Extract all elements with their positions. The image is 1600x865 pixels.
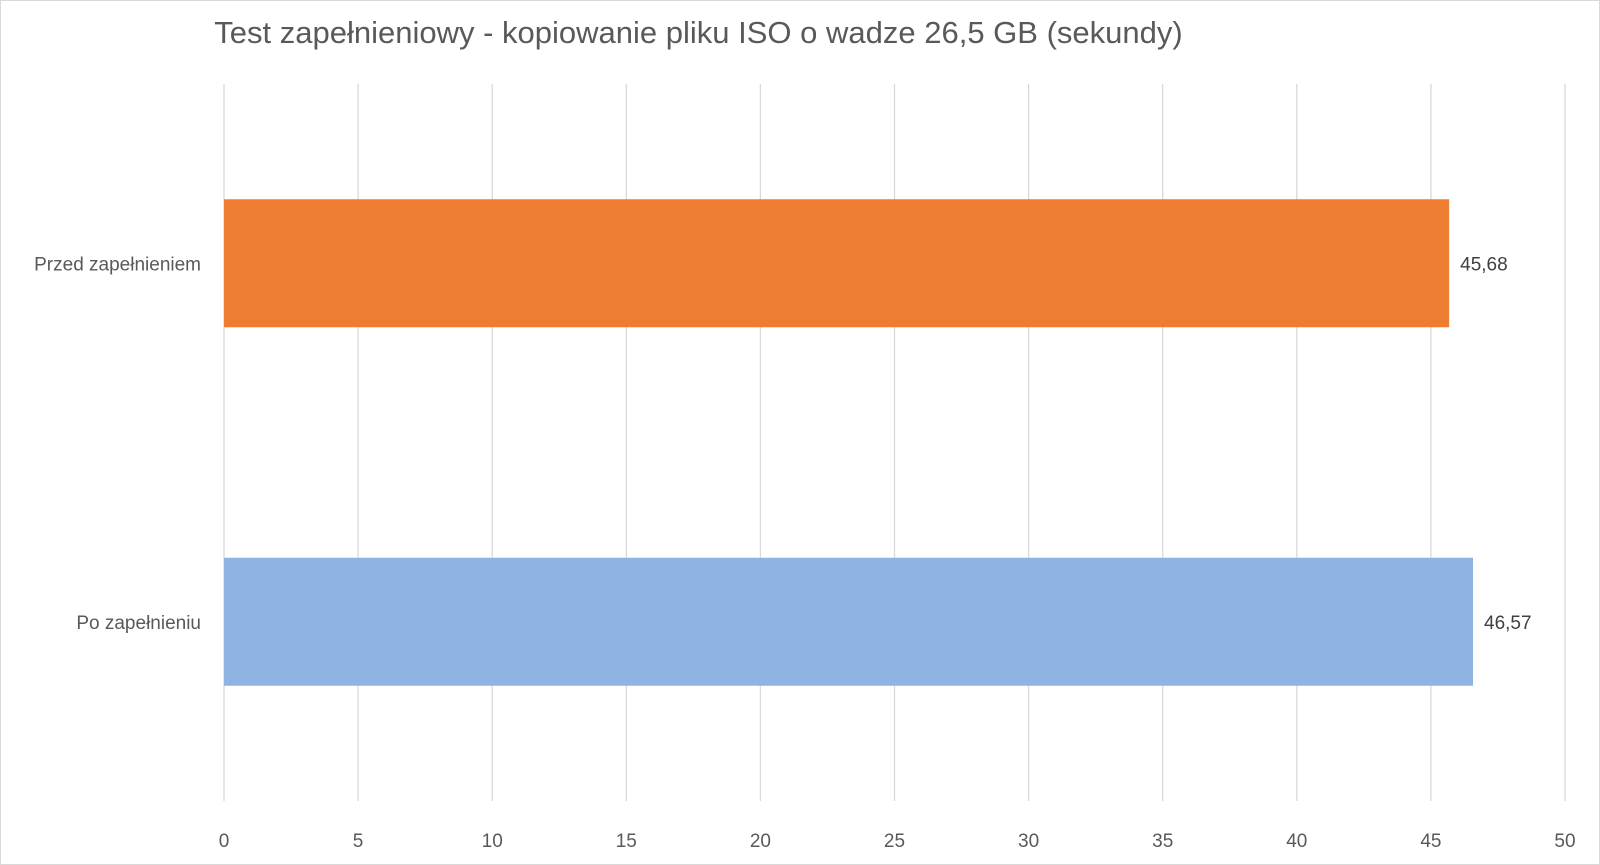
- x-tick-label: 45: [1420, 831, 1441, 852]
- x-tick-label: 30: [1018, 831, 1039, 852]
- bar: [224, 199, 1450, 328]
- x-tick-label: 20: [750, 831, 771, 852]
- x-tick-label: 15: [616, 831, 637, 852]
- chart-title: Test zapełnieniowy - kopiowanie pliku IS…: [214, 15, 1183, 50]
- data-label: 46,57: [1484, 613, 1532, 634]
- x-tick-label: 0: [219, 831, 230, 852]
- category-label: Przed zapełnieniem: [34, 254, 201, 275]
- x-tick-label: 10: [482, 831, 503, 852]
- x-tick-label: 50: [1554, 831, 1575, 852]
- x-tick-label: 5: [353, 831, 364, 852]
- x-tick-label: 35: [1152, 831, 1173, 852]
- data-label: 45,68: [1460, 254, 1508, 275]
- bar: [224, 557, 1474, 686]
- x-tick-label: 25: [884, 831, 905, 852]
- category-label: Po zapełnieniu: [76, 613, 201, 634]
- x-tick-label: 40: [1286, 831, 1307, 852]
